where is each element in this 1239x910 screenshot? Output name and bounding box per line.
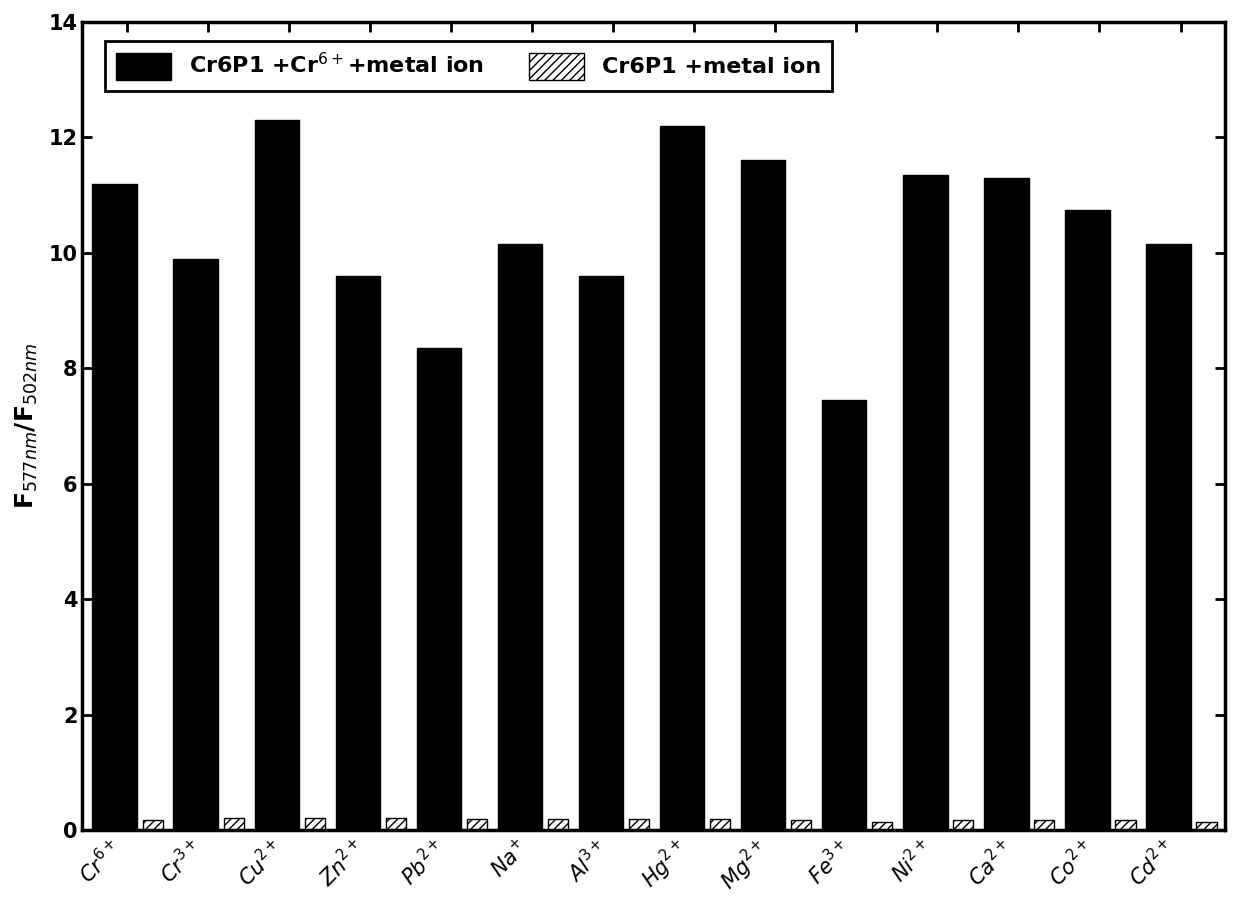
- Bar: [385, 817, 406, 830]
- Bar: [224, 817, 244, 830]
- Bar: [1146, 244, 1191, 830]
- Bar: [1197, 822, 1217, 830]
- Bar: [93, 184, 138, 830]
- Bar: [548, 819, 569, 830]
- Bar: [336, 276, 380, 830]
- Y-axis label: F$_{577nm}$/F$_{502nm}$: F$_{577nm}$/F$_{502nm}$: [14, 343, 40, 510]
- Bar: [741, 160, 786, 830]
- Bar: [416, 349, 461, 830]
- Bar: [1035, 820, 1054, 830]
- Legend: Cr6P1 +Cr$^{6+}$+metal ion, Cr6P1 +metal ion: Cr6P1 +Cr$^{6+}$+metal ion, Cr6P1 +metal…: [105, 41, 833, 91]
- Bar: [254, 120, 299, 830]
- Bar: [305, 817, 325, 830]
- Bar: [710, 819, 730, 830]
- Bar: [142, 820, 164, 830]
- Bar: [821, 400, 866, 830]
- Bar: [790, 820, 812, 830]
- Bar: [903, 175, 948, 830]
- Bar: [467, 819, 487, 830]
- Bar: [1066, 209, 1110, 830]
- Bar: [173, 258, 218, 830]
- Bar: [660, 126, 704, 830]
- Bar: [498, 244, 543, 830]
- Bar: [579, 276, 623, 830]
- Bar: [953, 820, 974, 830]
- Bar: [1115, 820, 1136, 830]
- Bar: [872, 822, 892, 830]
- Bar: [984, 177, 1028, 830]
- Bar: [629, 819, 649, 830]
